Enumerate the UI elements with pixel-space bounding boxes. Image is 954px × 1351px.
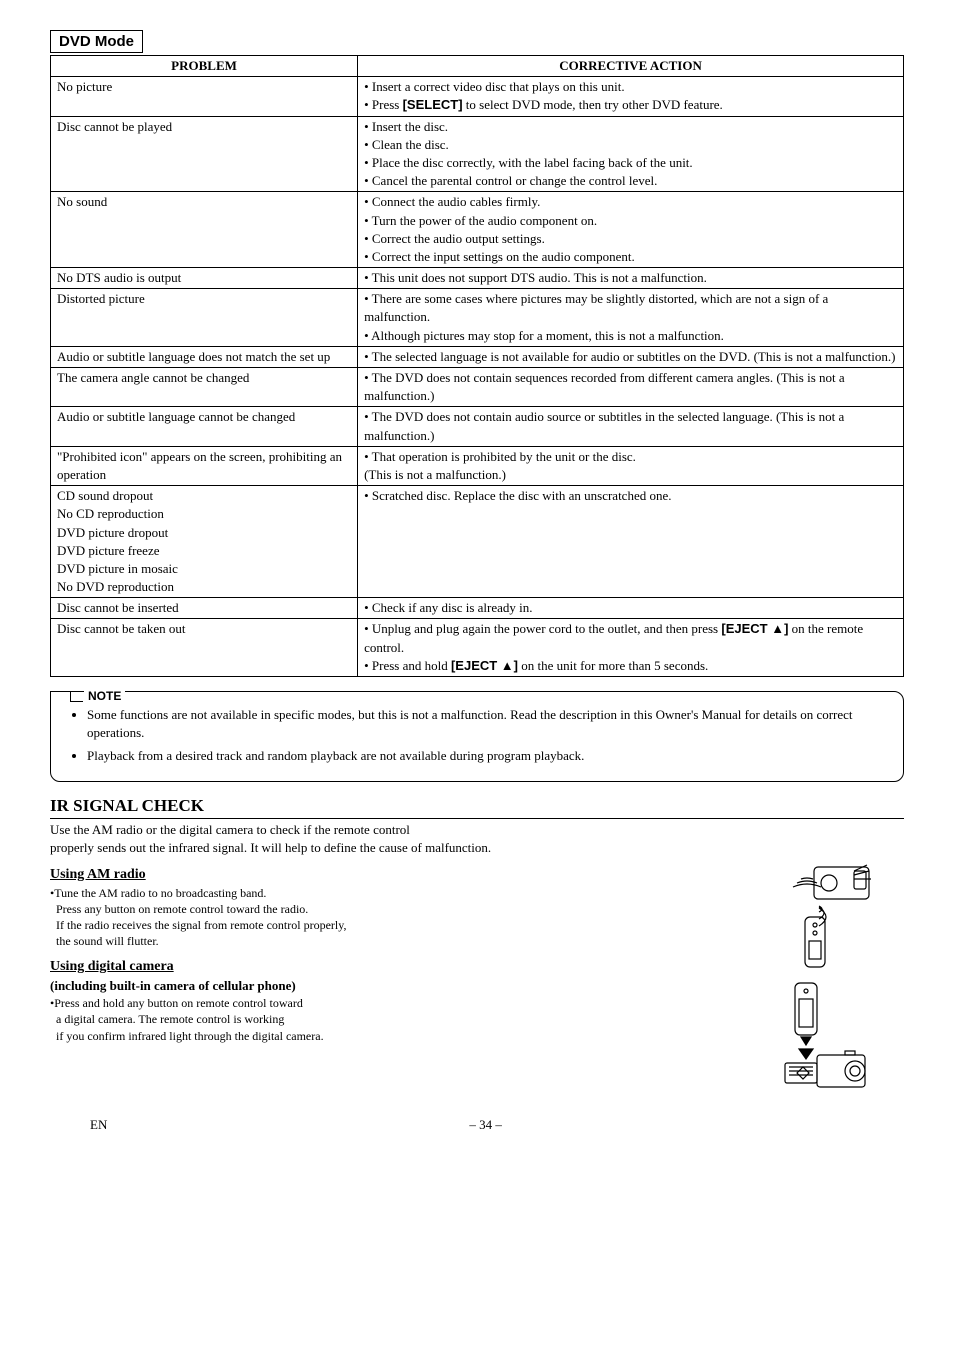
table-row-action: • The selected language is not available… [358,346,904,367]
table-row-action: • The DVD does not contain sequences rec… [358,368,904,407]
cam-text: •Press and hold any button on remote con… [50,995,734,1011]
table-row-action: • The DVD does not contain audio source … [358,407,904,446]
note-label: NOTE [84,689,125,703]
am-text: If the radio receives the signal from re… [50,917,734,933]
radio-remote-illustration [759,857,879,977]
table-row-problem: "Prohibited icon" appears on the screen,… [51,446,358,485]
ir-intro: properly sends out the infrared signal. … [50,839,904,857]
am-text: the sound will flutter. [50,933,734,949]
cam-text: if you confirm infrared light through th… [50,1028,734,1044]
table-row-action: • Insert a correct video disc that plays… [358,77,904,116]
table-row-problem: Audio or subtitle language cannot be cha… [51,407,358,446]
table-row-action: • This unit does not support DTS audio. … [358,268,904,289]
ir-intro: Use the AM radio or the digital camera t… [50,821,904,839]
note-tick [70,691,83,702]
table-row-problem: No picture [51,77,358,116]
footer-right: – 34 – [469,1117,502,1133]
troubleshoot-table: PROBLEM CORRECTIVE ACTION No picture• In… [50,55,904,677]
table-row-action: • Unplug and plug again the power cord t… [358,619,904,677]
table-row-problem: No DTS audio is output [51,268,358,289]
cam-text: a digital camera. The remote control is … [50,1011,734,1027]
am-text: •Tune the AM radio to no broadcasting ba… [50,885,734,901]
footer-left: EN [90,1117,107,1133]
table-row-problem: The camera angle cannot be changed [51,368,358,407]
note-item: Some functions are not available in spec… [87,706,885,741]
table-row-problem: Disc cannot be taken out [51,619,358,677]
table-row-action: • There are some cases where pictures ma… [358,289,904,347]
table-row-action: • Insert the disc.• Clean the disc.• Pla… [358,116,904,192]
col-problem-header: PROBLEM [51,56,358,77]
table-row-problem: Disc cannot be played [51,116,358,192]
note-section: NOTE Some functions are not available in… [50,691,904,782]
table-row-action: • Scratched disc. Replace the disc with … [358,486,904,598]
page-footer: EN – 34 – [50,1117,904,1133]
camera-remote-illustration [759,977,879,1097]
table-row-action: • Check if any disc is already in. [358,598,904,619]
col-action-header: CORRECTIVE ACTION [358,56,904,77]
mode-title: DVD Mode [50,30,143,53]
table-row-problem: Distorted picture [51,289,358,347]
am-text: Press any button on remote control towar… [50,901,734,917]
am-heading: Using AM radio [50,865,734,885]
table-row-problem: CD sound dropoutNo CD reproductionDVD pi… [51,486,358,598]
cam-heading: Using digital camera [50,957,734,977]
table-row-action: • Connect the audio cables firmly.• Turn… [358,192,904,268]
table-row-problem: No sound [51,192,358,268]
table-row-action: • That operation is prohibited by the un… [358,446,904,485]
table-row-problem: Audio or subtitle language does not matc… [51,346,358,367]
cam-subheading: (including built-in camera of cellular p… [50,977,734,995]
note-item: Playback from a desired track and random… [87,747,885,765]
table-row-problem: Disc cannot be inserted [51,598,358,619]
ir-title: IR SIGNAL CHECK [50,796,904,819]
